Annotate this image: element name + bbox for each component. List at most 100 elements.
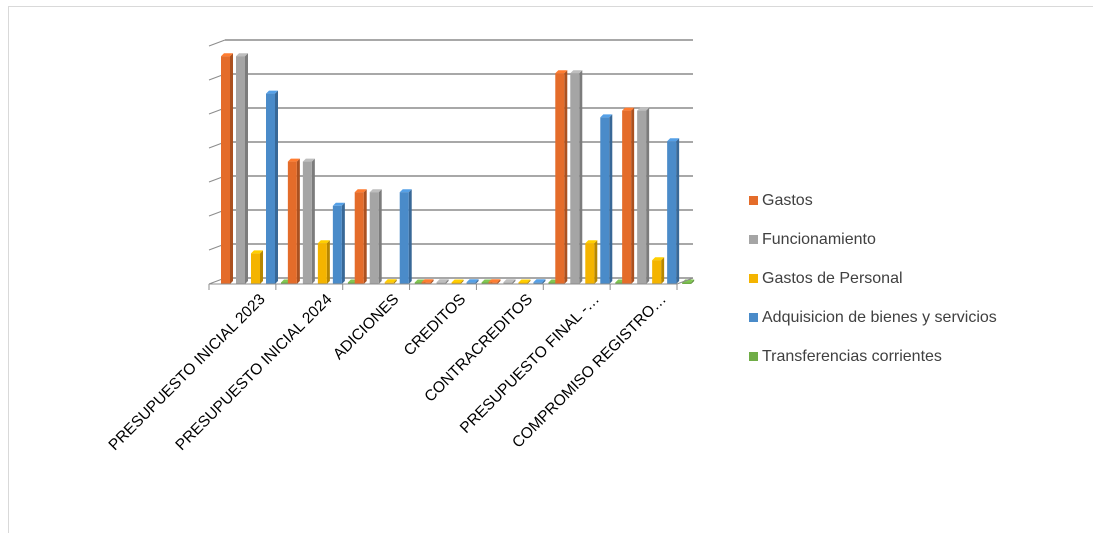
bar-side — [445, 279, 449, 284]
bar-side — [260, 250, 263, 284]
bar — [488, 279, 501, 284]
bar-top — [570, 70, 583, 74]
bar-top — [302, 158, 315, 162]
bar-front — [555, 73, 565, 284]
bar-front — [548, 282, 558, 284]
bar-front — [281, 282, 290, 284]
bar-front — [399, 192, 409, 284]
bar-side — [393, 279, 397, 284]
bar-top — [436, 279, 449, 283]
gridlines — [208, 39, 693, 285]
bar-side — [475, 279, 479, 284]
bar — [236, 53, 248, 285]
bar-top — [332, 202, 345, 206]
bar-front — [251, 253, 260, 284]
bar-front — [667, 141, 677, 284]
x-tick-label: CONTRACREDITOS — [421, 291, 536, 406]
bar — [354, 189, 367, 284]
bar-top — [637, 107, 650, 111]
bar-top — [221, 53, 233, 57]
bar-top — [384, 279, 397, 283]
legend-item: Gastos — [749, 181, 997, 220]
bar-top — [354, 189, 367, 193]
bar-top — [421, 279, 434, 283]
x-axis-depth — [676, 277, 694, 285]
bar — [421, 279, 434, 284]
bar — [570, 70, 583, 284]
bar-top — [369, 189, 382, 193]
bar — [518, 279, 531, 284]
bar-side — [594, 240, 598, 284]
bar-side — [275, 90, 278, 284]
bar — [600, 114, 613, 285]
bar-top — [652, 257, 665, 261]
bar-front — [466, 282, 476, 284]
bar — [466, 279, 479, 284]
bar-side — [311, 158, 315, 284]
bar — [503, 279, 516, 284]
bar-side — [579, 70, 583, 284]
bar-front — [451, 282, 461, 284]
bar-top — [682, 279, 695, 283]
bar-side — [363, 189, 367, 284]
bar-top — [585, 240, 598, 244]
bar-front — [436, 282, 446, 284]
bar-front — [414, 282, 424, 284]
bar-front — [600, 117, 610, 285]
bar-top — [317, 240, 330, 244]
bar — [317, 240, 330, 284]
bar-top — [667, 138, 680, 142]
bar-front — [421, 282, 431, 284]
legend-label: Gastos de Personal — [762, 269, 903, 287]
legend: Gastos Funcionamiento Gastos de Personal… — [749, 181, 997, 376]
bar — [652, 257, 665, 284]
bar-front — [266, 93, 275, 284]
bar-side — [691, 279, 695, 284]
bar — [637, 107, 650, 284]
axes — [208, 277, 694, 290]
bar-front — [302, 161, 312, 284]
legend-label: Funcionamiento — [762, 230, 876, 248]
bar-front — [533, 282, 543, 284]
bar-top — [236, 53, 248, 57]
bar-front — [615, 282, 625, 284]
bar-side — [676, 138, 680, 284]
bar-side — [230, 53, 233, 285]
chart-frame — [8, 6, 1093, 533]
bar-side — [341, 202, 345, 284]
bar-front — [221, 56, 230, 285]
bar — [302, 158, 315, 284]
bar-front — [354, 192, 364, 284]
x-tick-label: ADICIONES — [330, 291, 402, 363]
bar-side — [527, 279, 531, 284]
bar-top — [266, 90, 278, 94]
bar-side — [512, 279, 516, 284]
bar-side — [378, 189, 382, 284]
bar-top — [622, 107, 635, 111]
bar-side — [631, 107, 635, 284]
bar — [399, 189, 412, 284]
bar-front — [570, 73, 580, 284]
legend-swatch — [749, 235, 758, 244]
bars — [221, 53, 695, 285]
bar-side — [296, 158, 300, 284]
bar-side — [408, 189, 412, 284]
bar-front — [347, 282, 357, 284]
bar-front — [652, 260, 662, 284]
bar-top — [518, 279, 531, 283]
bar-front — [682, 282, 692, 284]
bar — [585, 240, 598, 284]
legend-item: Funcionamiento — [749, 220, 997, 259]
bar — [451, 279, 464, 284]
bar-front — [503, 282, 513, 284]
legend-swatch — [749, 274, 758, 283]
bar — [555, 70, 568, 284]
x-tick-label: PRESUPUESTO FINAL -… — [457, 291, 603, 437]
bar-top — [533, 279, 546, 283]
bar-side — [497, 279, 501, 284]
bar-side — [609, 114, 613, 285]
bar-top — [287, 158, 300, 162]
bar-front — [332, 205, 342, 284]
bar-front — [481, 282, 491, 284]
